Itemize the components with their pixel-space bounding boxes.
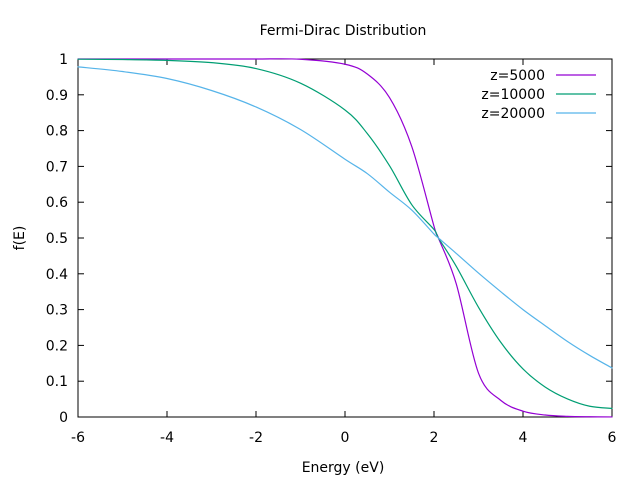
- y-tick-label: 0: [59, 410, 68, 426]
- x-tick-label: -2: [249, 430, 263, 446]
- x-tick-label: -6: [71, 430, 85, 446]
- y-tick-label: 0.4: [46, 267, 68, 283]
- series-line-1: [77, 58, 613, 418]
- series-lines: [77, 58, 613, 418]
- y-tick-label: 0.9: [46, 88, 68, 104]
- y-tick-label: 0.1: [46, 374, 68, 390]
- y-tick-label: 0.5: [46, 231, 68, 247]
- x-axis-label: Energy (eV): [302, 460, 385, 476]
- legend-label-2: z=10000: [481, 87, 545, 103]
- y-tick-label: 1: [59, 52, 68, 68]
- y-axis-label: f(E): [12, 226, 28, 251]
- legend-label-3: z=20000: [481, 106, 545, 122]
- y-tick-label: 0.8: [46, 124, 68, 140]
- y-tick-label: 0.6: [46, 195, 68, 211]
- series-line-2: [77, 58, 613, 410]
- x-tick-label: -4: [160, 430, 174, 446]
- y-tick-label: 0.2: [46, 338, 68, 354]
- series-line-3: [77, 66, 613, 369]
- chart-title: Fermi-Dirac Distribution: [260, 23, 427, 39]
- legend-label-1: z=5000: [490, 68, 545, 84]
- y-tick-label: 0.7: [46, 159, 68, 175]
- x-tick-label: 4: [519, 430, 528, 446]
- legend: z=5000 z=10000 z=20000: [481, 68, 596, 122]
- x-tick-label: 2: [430, 430, 439, 446]
- y-tick-label: 0.3: [46, 303, 68, 319]
- x-tick-label: 6: [608, 430, 617, 446]
- x-tick-label: 0: [341, 430, 350, 446]
